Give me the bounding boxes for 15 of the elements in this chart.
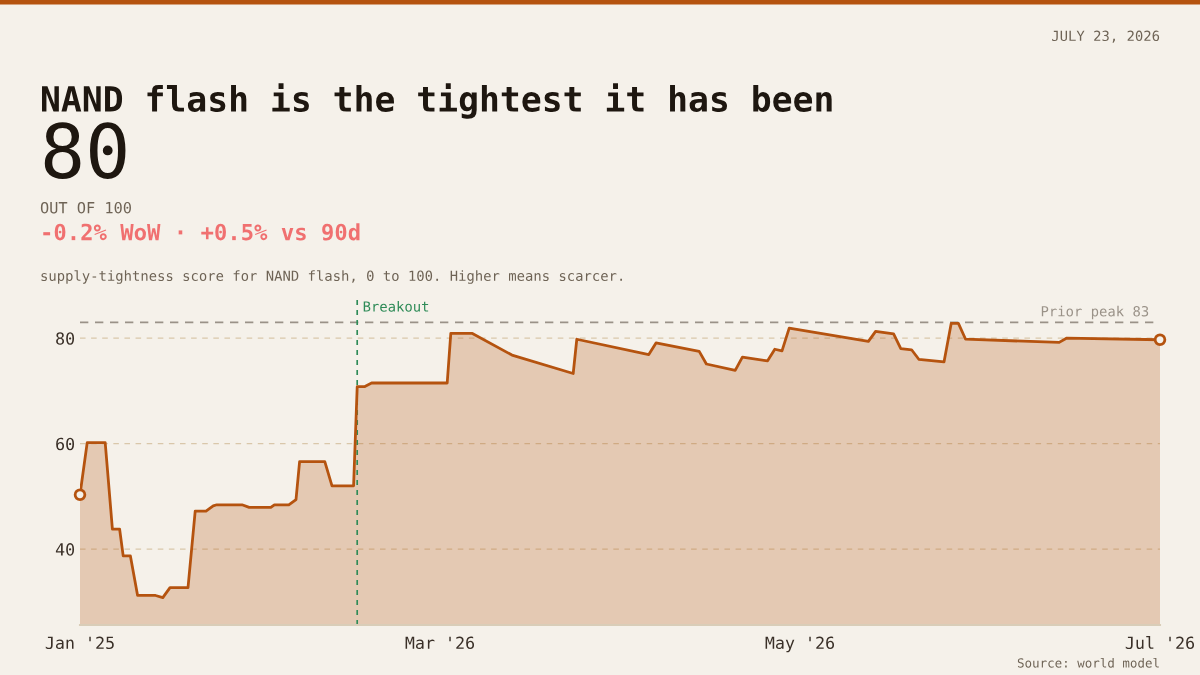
text: JULY 23, 2026	[1052, 30, 1160, 43]
ref-line-label: Prior peak 83	[1041, 305, 1149, 320]
chart-title: NAND flash is the tightest it has been	[42, 83, 832, 119]
y-tick-label: 40	[55, 543, 75, 556]
x-tick-label: May '26	[765, 636, 835, 653]
text: -0.2% WoW · +0.5% vs 90d	[43, 223, 360, 241]
y-tick-label: 80	[56, 332, 75, 345]
x-tick-label: Jan '25	[45, 636, 114, 650]
source-note: Source: world model	[1017, 657, 1159, 668]
annotation: Breakout	[363, 301, 429, 312]
text: OUT OF 100	[40, 201, 131, 214]
chart-subtitle: supply-tightness score for NAND flash, 0 to 100. Higher means scarcer.	[41, 270, 622, 284]
x-tick-label: Mar '26	[405, 636, 475, 650]
y-tick-label: 60	[56, 437, 75, 451]
x-tick-label: Jul '26	[1125, 636, 1195, 650]
